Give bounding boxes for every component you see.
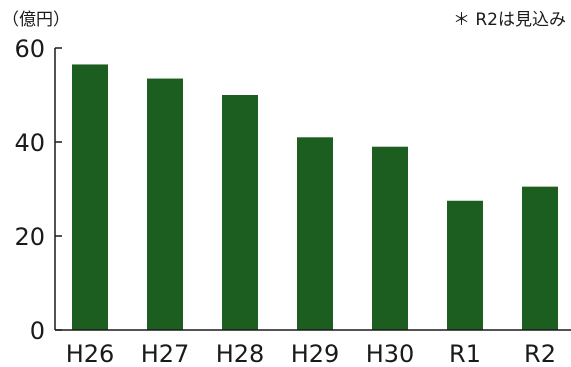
bar-r1 [447,200,483,330]
y-axis-ticks: 0 20 40 60 [14,35,62,345]
y-tick-label: 0 [30,317,45,345]
y-tick-label: 60 [14,35,45,63]
bar-h27 [147,78,183,330]
y-tick-label: 20 [14,223,45,251]
x-category-label: H27 [141,340,190,367]
bar-r2 [522,186,558,330]
x-category-label: H28 [216,340,265,367]
y-unit-label: （億円） [2,10,70,30]
x-category-label: R1 [449,340,481,367]
bar-h26 [72,64,108,330]
bar-h29 [297,137,333,330]
x-category-label: H30 [366,340,415,367]
x-category-label: H29 [291,340,340,367]
bar-h30 [372,146,408,330]
bar-h28 [222,95,258,330]
x-category-label: H26 [66,340,115,367]
y-tick-label: 40 [14,129,45,157]
bars [72,64,558,330]
x-axis-labels: H26 H27 H28 H29 H30 R1 R2 [66,340,556,367]
x-category-label: R2 [524,340,556,367]
estimate-note: ＊ R2は見込み [453,10,566,30]
